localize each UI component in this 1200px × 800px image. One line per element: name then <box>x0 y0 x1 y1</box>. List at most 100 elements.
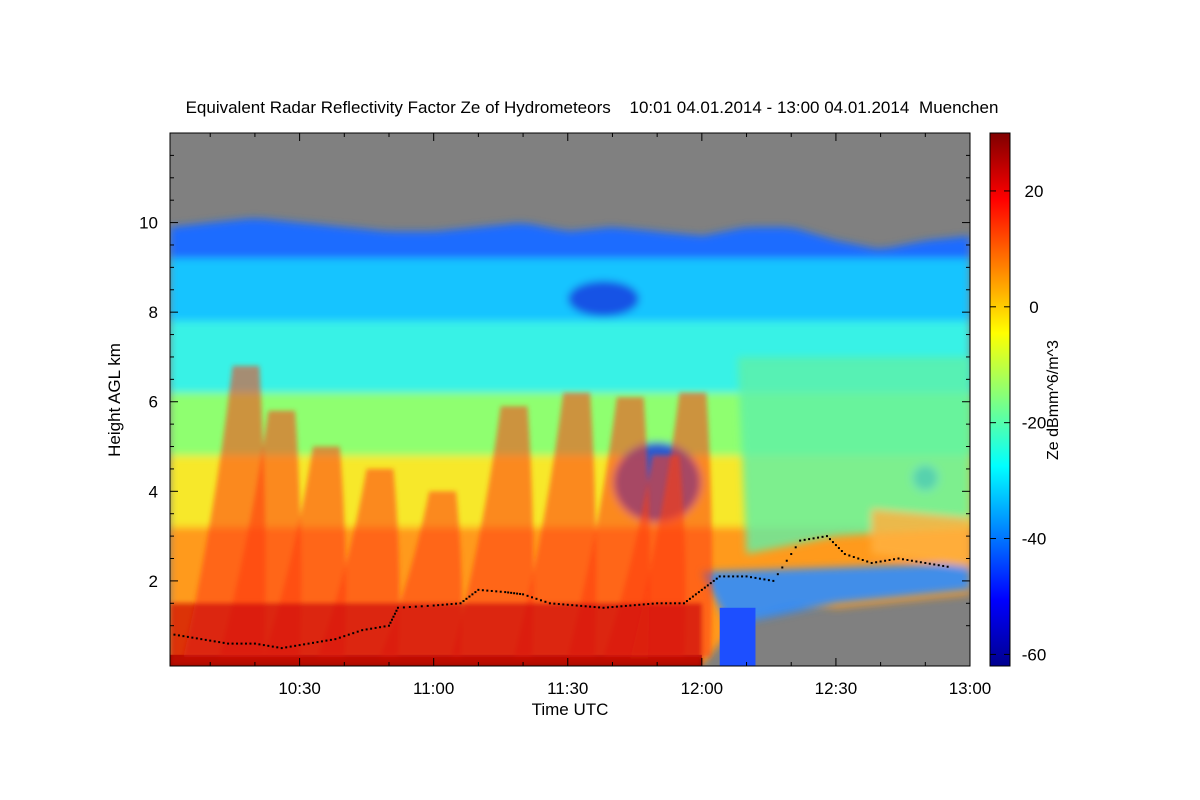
cloud-base-point <box>402 606 405 609</box>
chart-title: Equivalent Radar Reflectivity Factor Ze … <box>186 98 999 117</box>
cloud-base-point <box>888 558 891 561</box>
cloud-base-point <box>750 576 753 579</box>
cloud-base-point <box>651 602 654 605</box>
cloud-base-point <box>875 561 878 564</box>
cloud-base-point <box>325 639 328 642</box>
cloud-base-point <box>307 642 310 645</box>
cloud-base-point <box>280 647 283 650</box>
cloud-base-point <box>535 597 538 600</box>
cloud-base-point <box>709 582 712 585</box>
cloud-base-point <box>843 553 846 556</box>
cloud-base-point <box>741 575 744 578</box>
cloud-base-point <box>446 603 449 606</box>
cloud-base-point <box>553 602 556 605</box>
cloud-base-point <box>195 637 198 640</box>
cloud-base-point <box>204 638 207 641</box>
cloud-base-point <box>499 590 502 593</box>
y-tick-label: 8 <box>149 303 158 322</box>
x-tick-label: 12:00 <box>681 679 724 698</box>
cloud-base-point <box>231 642 234 645</box>
cloud-base-point <box>624 604 627 607</box>
y-axis-label: Height AGL km <box>105 343 124 457</box>
cloud-base-point <box>840 550 843 553</box>
cloud-base-point <box>361 629 364 632</box>
cloud-base-point <box>620 605 623 608</box>
cloud-base-point <box>831 541 834 544</box>
cloud-base-point <box>745 575 748 578</box>
echo-base-edge <box>701 562 970 626</box>
cloud-base-point <box>580 604 583 607</box>
cloud-base-point <box>799 539 802 542</box>
cloud-base-point <box>715 577 718 580</box>
cloud-base-point <box>289 645 292 648</box>
cloud-base-point <box>258 643 261 646</box>
cloud-base-point <box>303 643 306 646</box>
cloud-base-point <box>276 646 279 649</box>
cloud-base-point <box>320 640 323 643</box>
cloud-base-point <box>510 591 513 594</box>
title-time-range: 10:01 04.01.2014 - 13:00 04.01.2014 <box>629 98 909 117</box>
cloud-base-point <box>383 625 386 628</box>
cloud-base-point <box>365 628 368 631</box>
cloud-base-point <box>262 644 265 647</box>
cloud-base-point <box>785 559 788 562</box>
cloud-base-point <box>593 606 596 609</box>
cloud-base-point <box>685 600 688 603</box>
cloud-base-point <box>682 602 685 605</box>
cloud-base-point <box>477 588 480 591</box>
cloud-base-point <box>395 609 398 612</box>
cloud-base-point <box>437 604 440 607</box>
cloud-base-point <box>312 641 315 644</box>
x-axis-label: Time UTC <box>532 700 609 719</box>
cloud-base-point <box>915 560 918 563</box>
cloud-base-point <box>455 602 458 605</box>
cloud-base-point <box>946 565 949 568</box>
cloud-base-point <box>471 593 474 596</box>
fall-streak-6 <box>514 392 597 658</box>
cloud-base-point <box>893 558 896 561</box>
colorbar-ticks: 20 0 -20 -40 -60 <box>990 182 1046 664</box>
colorbar: 20 0 -20 -40 -60 Ze dBmm^6/m^3 <box>989 132 1062 667</box>
cloud-base-point <box>504 591 507 594</box>
cloud-base-point <box>808 538 811 541</box>
colorbar-tick-label: -40 <box>1022 530 1047 549</box>
cloud-base-point <box>629 604 632 607</box>
cloud-base-point <box>803 538 806 541</box>
cloud-base-point <box>236 642 239 645</box>
cloud-base-point <box>897 557 900 560</box>
cloud-base-point <box>200 638 203 641</box>
cloud-base-point <box>450 603 453 606</box>
weak-echo-region <box>701 356 970 626</box>
y-axis: 2 4 6 8 10 <box>139 154 970 627</box>
cloud-base-point <box>343 635 346 638</box>
cloud-base-point <box>338 636 341 639</box>
cloud-base-point <box>244 642 247 645</box>
cloud-base-point <box>781 566 784 569</box>
cloud-base-point <box>474 591 477 594</box>
cloud-base-point <box>584 605 587 608</box>
cloud-base-point <box>772 579 775 582</box>
cloud-base-point <box>763 578 766 581</box>
cloud-base-point <box>647 603 650 606</box>
cloud-base-point <box>754 576 757 579</box>
late-convective-patch <box>871 509 970 568</box>
cloud-base-point <box>465 597 468 600</box>
x-axis: 10:30 11:00 11:30 12:00 12:30 13:00 <box>209 133 991 698</box>
cloud-base-point <box>665 602 668 605</box>
cloud-base-point <box>370 627 373 630</box>
cloud-base-point <box>490 589 493 592</box>
cloud-base-point <box>222 641 225 644</box>
cloud-base-point <box>606 606 609 609</box>
late-precip-shaft <box>719 607 756 666</box>
cloud-base-point <box>611 606 614 609</box>
cloud-base-point <box>861 558 864 561</box>
cloud-base-point <box>379 626 382 629</box>
cloud-base-point <box>182 635 185 638</box>
cloud-base-point <box>566 603 569 606</box>
cloud-base-point <box>298 644 301 647</box>
fall-streak-1 <box>219 410 302 658</box>
fall-streaks <box>170 365 713 666</box>
cloud-base-point <box>526 594 529 597</box>
cloud-base-point <box>817 536 820 539</box>
